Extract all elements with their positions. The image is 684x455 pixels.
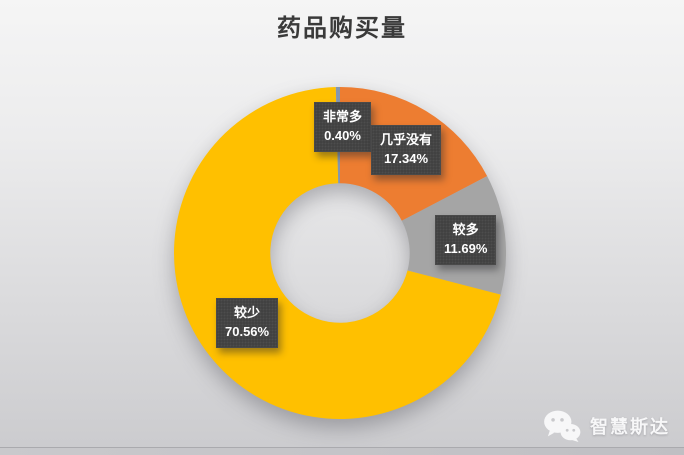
data-label-value: 70.56% — [225, 323, 270, 339]
data-label-almost-none: 几乎没有 17.34% — [371, 125, 442, 175]
data-label-category: 非常多 — [323, 109, 363, 124]
chart-title: 药品购买量 — [277, 15, 407, 42]
wechat-icon — [543, 410, 581, 442]
data-label-very-much: 非常多 0.40% — [314, 102, 372, 152]
data-label-category: 较多 — [452, 222, 479, 237]
data-label-value: 17.34% — [383, 150, 429, 166]
data-label-value: 11.69% — [444, 240, 488, 256]
data-label-category: 几乎没有 — [380, 132, 433, 147]
data-label-more: 较多 11.69% — [435, 215, 497, 265]
data-label-less: 较少 70.56% — [216, 298, 279, 348]
data-label-value: 0.40% — [324, 127, 361, 143]
watermark: 智慧斯达 — [543, 410, 670, 442]
data-label-category: 较少 — [234, 305, 261, 320]
slide-bottom-edge — [0, 447, 684, 455]
watermark-text: 智慧斯达 — [590, 417, 670, 437]
donut-chart: 非常多 0.40% 几乎没有 17.34% 较多 11.69% 较少 70.56… — [174, 87, 506, 419]
